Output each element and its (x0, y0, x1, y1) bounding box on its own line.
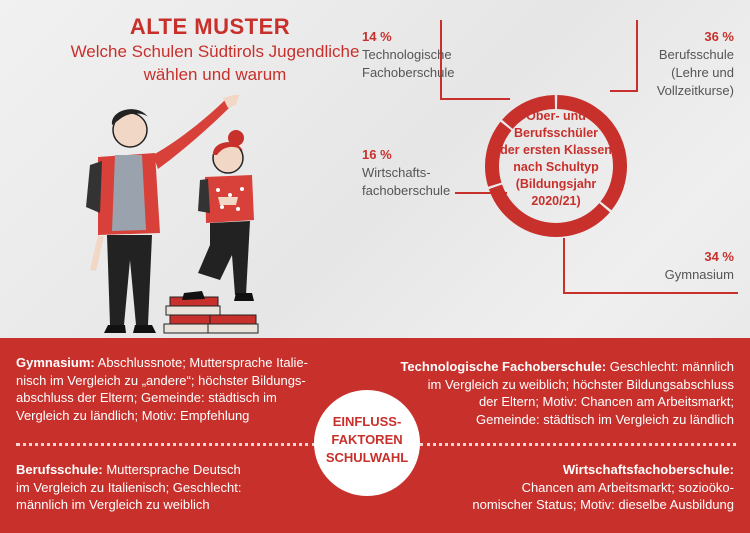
donut-segment-2 (488, 184, 610, 237)
factor-line: männlich im Vergleich zu weiblich (16, 497, 210, 512)
factor-title: Berufsschule: (16, 462, 103, 477)
factor-technologisch: Technologische Fachoberschule: Geschlech… (388, 358, 734, 428)
factor-text: Muttersprache Deutsch (102, 462, 241, 477)
factor-title: Technologische Fachoberschule: (400, 359, 607, 374)
factor-line: nomischer Status; Motiv: dieselbe Ausbil… (472, 497, 734, 512)
factor-line: Chancen am Arbeitsmarkt; sozioöko- (521, 479, 734, 495)
factor-line: abschluss der Eltern; Gemeinde: städtisc… (16, 390, 277, 405)
factor-line: der Eltern; Motiv: Chancen am Arbeitsmar… (478, 394, 734, 409)
donut-center-line: Ober- und (526, 109, 586, 123)
factor-line: Vergleich zu ländlich; Motiv: Empfehlung (16, 407, 250, 423)
donut-center-line: Berufsschüler (513, 126, 599, 140)
center-circle-line: FAKTOREN (331, 432, 403, 447)
dotted-divider (16, 443, 316, 446)
factor-wirtschaft: Wirtschaftsfachoberschule: Chancen am Ar… (420, 461, 734, 514)
dotted-divider (420, 443, 736, 446)
donut-center-label: Ober- und Berufsschüler der ersten Klass… (496, 108, 616, 210)
center-circle-label: EINFLUSS- FAKTOREN SCHULWAHL (314, 413, 420, 467)
factor-text: Geschlecht: männlich (606, 359, 734, 374)
factor-title: Wirtschaftsfachoberschule: (562, 462, 734, 477)
segment-text: Wirtschafts- (362, 165, 431, 180)
connector-line (455, 192, 507, 194)
factor-line: Gymnasium: Abschlussnote; Muttersprache … (16, 354, 326, 372)
segment-label-wirtschaft: 16 % Wirtschafts- fachoberschule (362, 146, 450, 200)
segment-text: fachoberschule (362, 183, 451, 198)
subtitle-line: Welche Schulen Südtirols Jugendliche (70, 42, 360, 61)
segment-label-technologisch: 14 % Technologische Fachoberschule (362, 28, 455, 82)
segment-percent: 36 % (704, 29, 734, 44)
factor-title: Gymnasium: (16, 355, 95, 370)
factor-line: Gemeinde: städtisch im Vergleich zu länd… (476, 411, 734, 427)
page-title: ALTE MUSTER (129, 14, 291, 39)
segment-label-berufsschule: 36 % Berufsschule (Lehre und Vollzeitkur… (600, 28, 734, 100)
connector-line (440, 98, 510, 100)
page-subtitle: Welche Schulen Südtirols Jugendliche wäh… (20, 40, 410, 86)
factor-text: Abschlussnote; Muttersprache Italie- (94, 355, 308, 370)
segment-text: Vollzeitkurse) (656, 83, 734, 98)
segment-text: Berufsschule (658, 47, 734, 62)
factor-line: nisch im Vergleich zu „andere“; höchster… (16, 372, 306, 388)
segment-percent: 16 % (362, 147, 392, 162)
donut-center-line: der ersten Klassen (500, 143, 612, 157)
center-circle (314, 390, 420, 496)
segment-text: (Lehre und (671, 65, 734, 80)
connector-line (636, 20, 638, 92)
factor-berufsschule: Berufsschule: Muttersprache Deutsch im V… (16, 461, 316, 514)
subtitle-line: wählen und warum (143, 65, 287, 84)
factor-line: Wirtschaftsfachoberschule: (420, 461, 734, 479)
donut-center-line: nach Schultyp (513, 160, 599, 174)
connector-line (563, 238, 565, 294)
center-circle-line: EINFLUSS- (332, 414, 402, 429)
donut-segment-1 (556, 95, 627, 211)
segment-text: Fachoberschule (362, 65, 455, 80)
factor-line: im Vergleich zu weiblich; höchster Bildu… (427, 376, 734, 392)
segment-percent: 34 % (704, 249, 734, 264)
connector-line (440, 20, 442, 100)
donut-center-line: 2020/21) (531, 194, 581, 208)
factor-line: im Vergleich zu Italienisch; Geschlecht: (16, 479, 242, 495)
factor-line: Technologische Fachoberschule: Geschlech… (388, 358, 734, 376)
donut-center-line: (Bildungsjahr (515, 177, 597, 191)
donut-segment-3 (485, 121, 512, 187)
factor-line: Berufsschule: Muttersprache Deutsch (16, 461, 316, 479)
segment-label-gymnasium: 34 % Gymnasium (600, 248, 734, 284)
donut-segment-4 (502, 95, 556, 130)
segment-percent: 14 % (362, 29, 392, 44)
two-students-with-books-illustration (86, 95, 259, 334)
center-circle-line: SCHULWAHL (325, 450, 409, 465)
factor-gymnasium: Gymnasium: Abschlussnote; Muttersprache … (16, 354, 326, 424)
connector-line (610, 90, 638, 92)
connector-line (563, 292, 738, 294)
segment-text: Technologische (362, 47, 452, 62)
segment-text: Gymnasium (664, 267, 734, 282)
